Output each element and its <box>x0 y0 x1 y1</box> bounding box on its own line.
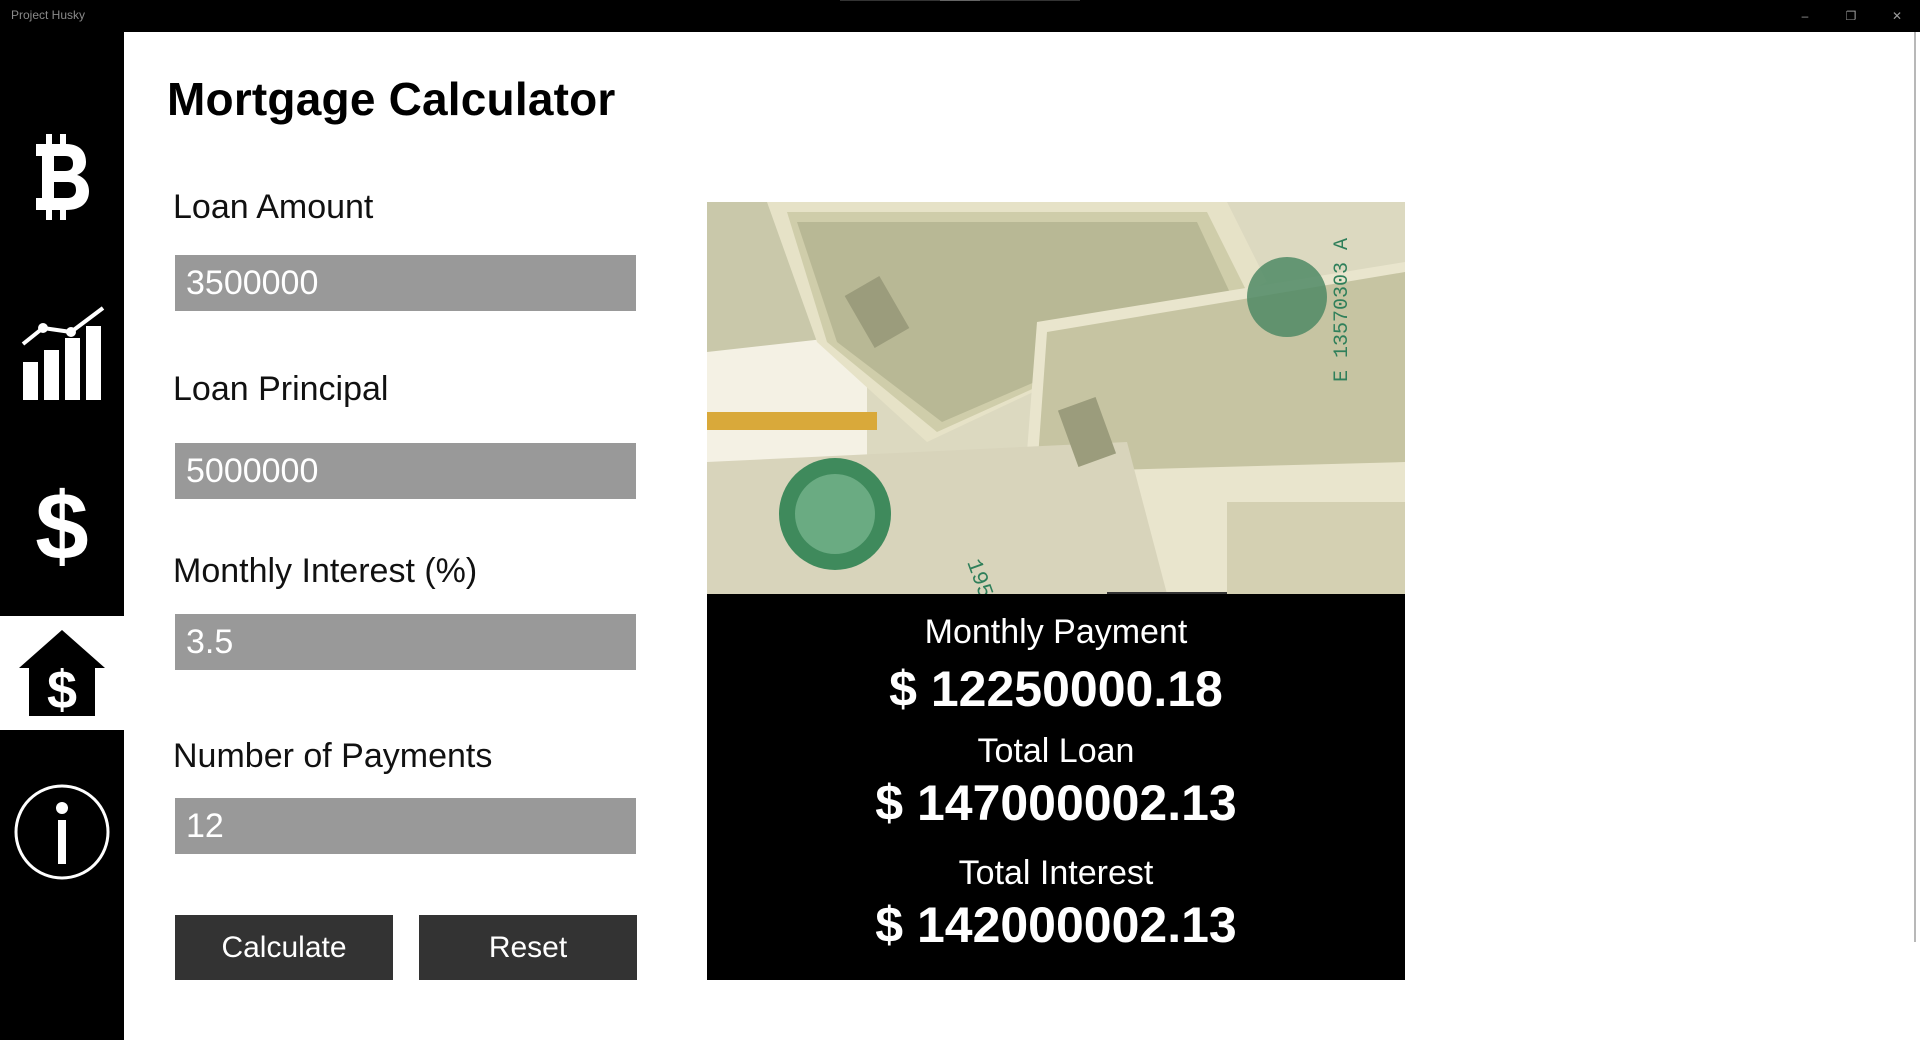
svg-text:E 13570303 A: E 13570303 A <box>1331 238 1354 382</box>
monthly-interest-label: Monthly Interest (%) <box>173 552 478 590</box>
monthly-payment-label: Monthly Payment <box>924 613 1188 651</box>
loan-amount-label: Loan Amount <box>173 188 374 226</box>
house-dollar-icon: $ <box>19 630 105 718</box>
sidebar-item-bitcoin[interactable] <box>0 127 124 227</box>
chart-icon <box>21 306 105 400</box>
minimize-button[interactable]: – <box>1801 9 1809 23</box>
sidebar-item-about[interactable] <box>0 777 124 887</box>
total-interest-label: Total Interest <box>958 854 1154 892</box>
loan-amount-input[interactable] <box>175 255 636 311</box>
monthly-interest-input[interactable] <box>175 614 636 670</box>
loan-principal-input[interactable] <box>175 443 636 499</box>
total-loan-value: $ 147000002.13 <box>875 775 1237 831</box>
sidebar-item-currency[interactable]: $ <box>0 472 124 582</box>
results-panel: Monthly Payment $ 12250000.18 Total Loan… <box>707 594 1405 980</box>
num-payments-input[interactable] <box>175 798 636 854</box>
page-title: Mortgage Calculator <box>167 73 616 125</box>
total-interest-value: $ 142000002.13 <box>875 897 1237 953</box>
close-button[interactable]: ✕ <box>1891 9 1903 23</box>
monthly-payment-value: $ 12250000.18 <box>889 661 1223 717</box>
money-illustration: E 13570303 A 1952111C <box>707 202 1405 594</box>
drag-handle[interactable] <box>840 0 1080 1</box>
title-bar: Project Husky – ❐ ✕ <box>0 0 1920 32</box>
calculate-button[interactable]: Calculate <box>175 915 393 980</box>
sidebar: $ $ <box>0 32 124 1040</box>
total-loan-label: Total Loan <box>977 732 1135 770</box>
num-payments-label: Number of Payments <box>173 737 493 775</box>
info-icon <box>14 784 110 880</box>
window-title: Project Husky <box>11 8 86 22</box>
bitcoin-icon <box>36 134 89 220</box>
vertical-scrollbar[interactable] <box>1914 32 1916 942</box>
dollar-icon: $ <box>35 473 89 580</box>
sidebar-item-stocks[interactable] <box>0 297 124 407</box>
main-content: Mortgage Calculator Loan Amount Loan Pri… <box>124 32 1914 1040</box>
sidebar-item-mortgage[interactable]: $ <box>0 616 124 730</box>
money-image: E 13570303 A 1952111C <box>707 202 1405 594</box>
reset-button[interactable]: Reset <box>419 915 637 980</box>
restore-button[interactable]: ❐ <box>1845 9 1857 23</box>
loan-principal-label: Loan Principal <box>173 370 389 408</box>
svg-text:$: $ <box>47 660 77 718</box>
